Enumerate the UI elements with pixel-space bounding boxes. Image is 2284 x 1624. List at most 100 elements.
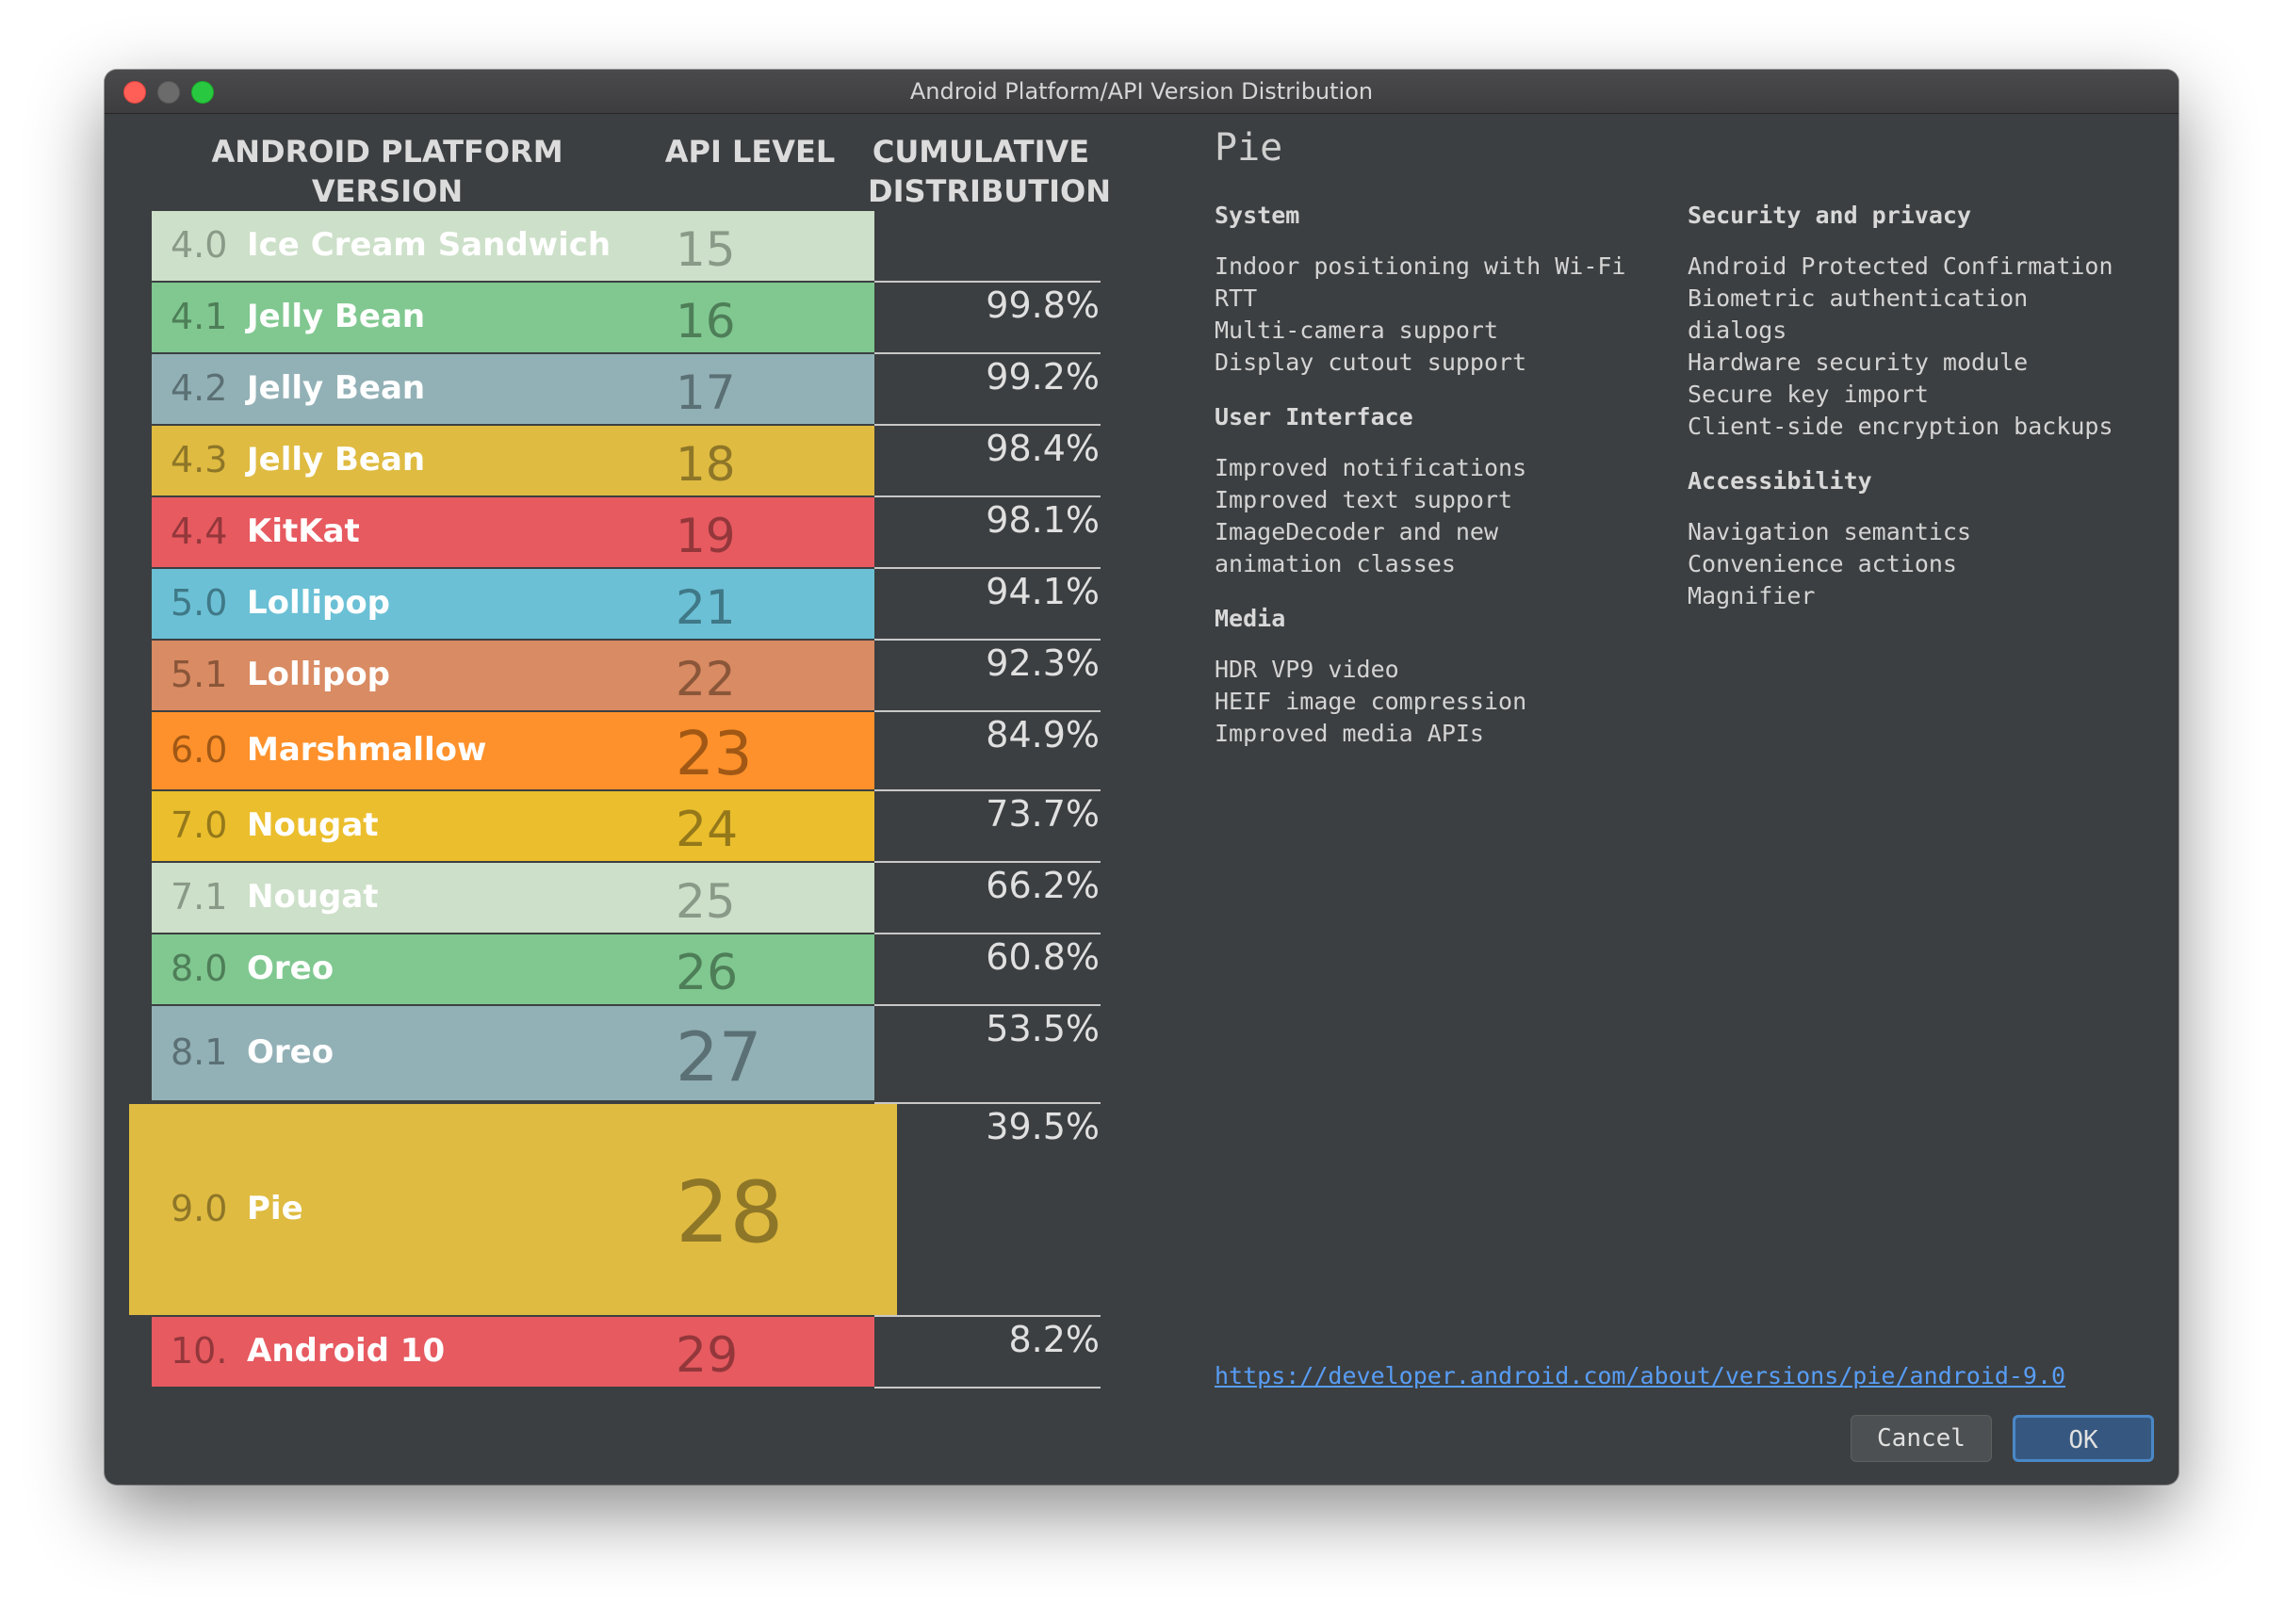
cumulative-value: 94.1%	[986, 571, 1100, 612]
ok-button[interactable]: OK	[2013, 1415, 2154, 1462]
api-level: 18	[676, 437, 736, 492]
feature-item: Hardware security module	[1688, 349, 2029, 376]
header-platform-version-line2: VERSION	[311, 173, 464, 209]
version-row[interactable]: 4.3 Jelly Bean 18	[152, 426, 874, 495]
distribution-dialog: Android Platform/API Version Distributio…	[105, 70, 2178, 1485]
version-row[interactable]: 5.1 Lollipop 22	[152, 641, 874, 710]
version-row[interactable]: 8.0 Oreo 26	[152, 934, 874, 1004]
feature-item: Android Protected Confirmation	[1688, 252, 2113, 280]
api-level: 21	[676, 580, 736, 635]
version-name: Lollipop	[247, 656, 391, 693]
version-row[interactable]: 9.0 Pie 28	[129, 1104, 897, 1315]
section-heading: Accessibility	[1688, 467, 1872, 495]
cumulative-divider	[874, 567, 1101, 569]
feature-item: HDR VP9 video	[1215, 656, 1399, 683]
feature-item: animation classes	[1215, 550, 1456, 577]
documentation-link[interactable]: https://developer.android.com/about/vers…	[1215, 1362, 2066, 1389]
section-accessibility: Accessibility Navigation semantics Conve…	[1688, 467, 2168, 612]
version-name: Ice Cream Sandwich	[247, 226, 612, 264]
title-bar: Android Platform/API Version Distributio…	[105, 70, 2178, 114]
version-row[interactable]: 4.1 Jelly Bean 16	[152, 283, 874, 352]
cumulative-value: 99.2%	[986, 356, 1100, 398]
version-number: 6.0	[171, 729, 228, 771]
cumulative-divider	[874, 495, 1101, 497]
cumulative-value: 98.1%	[986, 499, 1100, 541]
version-row[interactable]: 4.4 KitKat 19	[152, 497, 874, 567]
cumulative-value: 92.3%	[986, 642, 1100, 684]
feature-item: Magnifier	[1688, 582, 1816, 609]
version-row[interactable]: 7.1 Nougat 25	[152, 863, 874, 933]
cumulative-value: 66.2%	[986, 865, 1100, 906]
cumulative-value: 73.7%	[986, 793, 1100, 835]
cumulative-divider	[874, 639, 1101, 641]
api-level: 16	[676, 294, 736, 349]
version-number: 8.0	[171, 948, 228, 989]
version-name: Marshmallow	[247, 731, 487, 769]
api-level: 29	[676, 1326, 739, 1384]
section-heading: Media	[1215, 605, 1286, 632]
version-name: Lollipop	[247, 584, 391, 622]
feature-item: Secure key import	[1688, 381, 1929, 408]
version-number: 8.1	[171, 1031, 228, 1073]
cumulative-divider	[874, 1102, 1101, 1104]
version-name: Jelly Bean	[247, 298, 426, 335]
version-row[interactable]: 4.0 Ice Cream Sandwich 15	[152, 211, 874, 281]
feature-item: Navigation semantics	[1688, 518, 1972, 545]
cumulative-divider	[874, 933, 1101, 934]
version-row[interactable]: 8.1 Oreo 27	[152, 1006, 874, 1100]
version-row[interactable]: 10. Android 10 29	[152, 1317, 874, 1387]
api-level: 27	[676, 1016, 762, 1096]
cumulative-value: 99.8%	[986, 284, 1100, 326]
cumulative-value: 98.4%	[986, 428, 1100, 469]
api-level: 15	[676, 222, 736, 277]
cumulative-divider	[874, 1315, 1101, 1317]
api-level: 25	[676, 874, 736, 929]
version-number: 5.1	[171, 654, 228, 695]
version-row[interactable]: 4.2 Jelly Bean 17	[152, 354, 874, 424]
cumulative-divider	[874, 789, 1101, 791]
version-number: 10.	[171, 1330, 228, 1372]
version-name: Nougat	[247, 806, 379, 844]
minimize-window-button[interactable]	[157, 81, 180, 104]
api-level: 17	[676, 365, 736, 420]
section-heading: System	[1215, 202, 1300, 229]
header-api-level: API LEVEL	[664, 134, 836, 170]
section-heading: User Interface	[1215, 403, 1413, 430]
version-number: 4.0	[171, 224, 228, 266]
header-cumulative-distribution: CUMULATIVE DISTRIBUTION	[868, 132, 1111, 211]
version-number: 7.1	[171, 876, 228, 918]
section-system: System Indoor positioning with Wi-Fi RTT…	[1215, 202, 1657, 379]
feature-item: Display cutout support	[1215, 349, 1527, 376]
feature-item: Multi-camera support	[1215, 317, 1499, 344]
cumulative-divider	[874, 352, 1101, 354]
version-row[interactable]: 7.0 Nougat 24	[152, 791, 874, 861]
version-name: Android 10	[247, 1332, 446, 1370]
feature-item: Improved media APIs	[1215, 720, 1484, 747]
version-name: Jelly Bean	[247, 369, 426, 407]
zoom-window-button[interactable]	[191, 81, 214, 104]
cumulative-value: 60.8%	[986, 936, 1100, 978]
cancel-button[interactable]: Cancel	[1851, 1415, 1992, 1462]
api-level: 28	[676, 1163, 784, 1262]
feature-item: Client-side encryption backups	[1688, 413, 2113, 440]
api-level: 22	[676, 652, 736, 706]
version-name: Oreo	[247, 950, 334, 987]
feature-item: Improved text support	[1215, 486, 1513, 513]
api-level: 19	[676, 509, 736, 563]
version-row[interactable]: 5.0 Lollipop 21	[152, 569, 874, 639]
version-row[interactable]: 6.0 Marshmallow 23	[152, 712, 874, 789]
version-number: 7.0	[171, 804, 228, 846]
details-column-right: Security and privacy Android Protected C…	[1688, 202, 2168, 612]
header-platform-version: ANDROID PLATFORM VERSION	[161, 132, 613, 211]
cumulative-value: 39.5%	[986, 1106, 1100, 1147]
close-window-button[interactable]	[123, 81, 146, 104]
version-name: Pie	[247, 1190, 303, 1227]
version-number: 4.2	[171, 367, 228, 409]
version-number: 4.4	[171, 511, 228, 552]
feature-item: Indoor positioning with Wi-Fi	[1215, 252, 1626, 280]
section-heading: Security and privacy	[1688, 202, 1972, 229]
api-level: 23	[676, 719, 753, 789]
feature-item: dialogs	[1688, 317, 1787, 344]
details-column-left: System Indoor positioning with Wi-Fi RTT…	[1215, 202, 1657, 750]
cumulative-value: 53.5%	[986, 1008, 1100, 1049]
